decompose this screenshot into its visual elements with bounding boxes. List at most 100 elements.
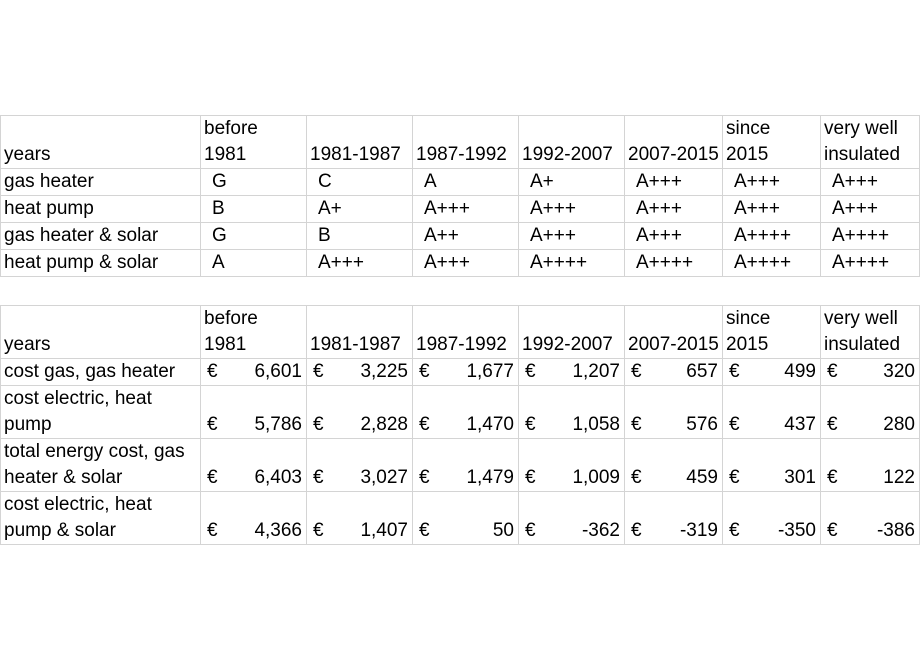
currency: €	[419, 361, 430, 382]
amount: -386	[876, 520, 915, 541]
currency: €	[313, 520, 324, 541]
rating-cell: A+++	[624, 222, 723, 250]
cost-cell: €657	[624, 358, 723, 386]
currency: €	[827, 520, 838, 541]
rating-cell: A+++	[518, 222, 625, 250]
row-label: gas heater & solar	[0, 222, 201, 250]
row: gas heater G C A A+ A+++ A+++ A+++	[0, 168, 920, 196]
cost-value: €459	[626, 465, 722, 491]
cost-value: €1,058	[520, 412, 624, 438]
rating-cell: A++++	[722, 249, 821, 277]
amount: 1,009	[572, 467, 620, 488]
header-cell: 1992-2007	[518, 115, 625, 169]
amount: 5,786	[254, 414, 302, 435]
amount: 122	[883, 467, 915, 488]
amount: -350	[777, 520, 816, 541]
rating-cell: A+++	[412, 195, 519, 223]
cost-value: €576	[626, 412, 722, 438]
currency: €	[525, 414, 536, 435]
cost-cell: €4,366	[200, 491, 307, 545]
cost-cell: €1,407	[306, 491, 413, 545]
cost-value: €499	[724, 360, 820, 385]
rating-cell: G	[200, 222, 307, 250]
amount: 280	[883, 414, 915, 435]
cost-cell: € -362	[518, 491, 625, 545]
amount: 2,828	[360, 414, 408, 435]
cost-value: €6,601	[202, 360, 306, 385]
cost-cell: €499	[722, 358, 821, 386]
amount: 3,027	[360, 467, 408, 488]
currency: €	[631, 414, 642, 435]
cost-cell: €3,027	[306, 438, 413, 492]
cost-cell: €1,479	[412, 438, 519, 492]
currency: €	[313, 361, 324, 382]
row-label: cost gas, gas heater	[0, 358, 201, 386]
cost-value: €1,470	[414, 412, 518, 438]
amount: 3,225	[360, 361, 408, 382]
rating-cell: A+++	[518, 195, 625, 223]
cost-value: €657	[626, 360, 722, 385]
cost-value: € -386	[822, 518, 919, 544]
cost-table: years before 1981 1981-1987 1987-1992 1992-2…	[0, 305, 920, 545]
row: heat pump B A+ A+++ A+++ A+++ A+++ A+++	[0, 195, 920, 223]
cost-value: €4,366	[202, 518, 306, 544]
amount: 437	[784, 414, 816, 435]
cost-value: €122	[822, 465, 919, 491]
cost-value: €1,407	[308, 518, 412, 544]
header-cell: 1981-1987	[306, 115, 413, 169]
currency: €	[207, 361, 218, 382]
rating-cell: A++++	[820, 249, 920, 277]
cost-cell: €5,786	[200, 385, 307, 439]
cost-cell: € -319	[624, 491, 723, 545]
currency: €	[525, 467, 536, 488]
currency: €	[729, 414, 740, 435]
currency: €	[313, 467, 324, 488]
row: gas heater & solar G B A++ A+++ A+++ A++++ A+++…	[0, 222, 920, 250]
amount: 459	[686, 467, 718, 488]
amount: -362	[581, 520, 620, 541]
cost-cell: €1,207	[518, 358, 625, 386]
cost-value: €3,027	[308, 465, 412, 491]
cost-cell: €3,225	[306, 358, 413, 386]
cost-cell: €1,677	[412, 358, 519, 386]
cost-cell: €1,009	[518, 438, 625, 492]
cost-value: €437	[724, 412, 820, 438]
cost-value: €1,479	[414, 465, 518, 491]
rating-cell: A+++	[624, 168, 723, 196]
cost-value: €50	[414, 518, 518, 544]
header-row: years before 1981 1981-1987 1987-1992 1992-2…	[0, 305, 920, 359]
row: heat pump & solar A A+++ A+++ A++++ A++++ A+++…	[0, 249, 920, 277]
cost-cell: €301	[722, 438, 821, 492]
currency: €	[525, 520, 536, 541]
cost-cell: €1,470	[412, 385, 519, 439]
amount: 301	[784, 467, 816, 488]
currency: €	[729, 361, 740, 382]
cost-value: €2,828	[308, 412, 412, 438]
cost-cell: €50	[412, 491, 519, 545]
rating-cell: A++++	[722, 222, 821, 250]
header-cell: years	[0, 305, 201, 359]
header-cell: very well insulated	[820, 115, 920, 169]
header-cell: very well insulated	[820, 305, 920, 359]
cost-value: € -319	[626, 518, 722, 544]
header-cell: since 2015	[722, 115, 821, 169]
row-label: cost electric, heat pump	[0, 385, 201, 439]
cost-value: €301	[724, 465, 820, 491]
rating-cell: A+	[518, 168, 625, 196]
amount: 1,479	[466, 467, 514, 488]
header-cell: 1992-2007	[518, 305, 625, 359]
cost-value: € -362	[520, 518, 624, 544]
cost-value: €5,786	[202, 412, 306, 438]
cost-value: €3,225	[308, 360, 412, 385]
row-label: heat pump & solar	[0, 249, 201, 277]
currency: €	[827, 414, 838, 435]
header-cell: 1987-1992	[412, 115, 519, 169]
amount: 320	[883, 361, 915, 382]
cost-cell: €6,403	[200, 438, 307, 492]
header-row: years before 1981 1981-1987 1987-1992 1992-2…	[0, 115, 920, 169]
currency: €	[729, 520, 740, 541]
currency: €	[631, 520, 642, 541]
row-label: heat pump	[0, 195, 201, 223]
amount: 499	[784, 361, 816, 382]
amount: 6,601	[254, 361, 302, 382]
